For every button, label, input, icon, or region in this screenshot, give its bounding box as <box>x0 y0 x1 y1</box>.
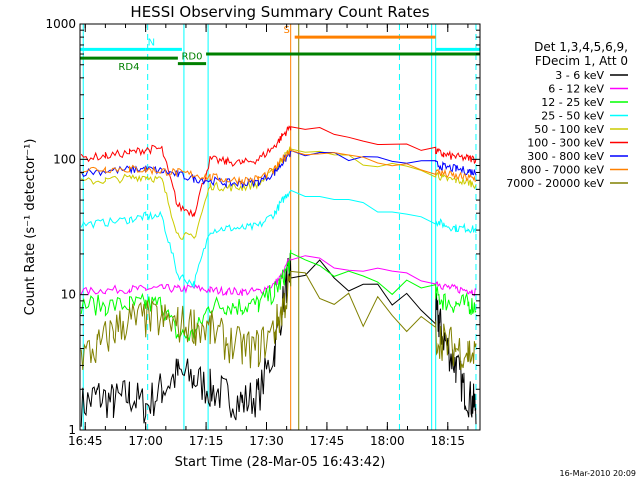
state-bar-label-s: S <box>284 25 290 36</box>
legend-header-line-2: FDecim 1, Att 0 <box>535 54 628 68</box>
series-line-4 <box>80 146 477 240</box>
series-line-1 <box>80 255 477 297</box>
x-tick-label-2: 17:15 <box>189 434 224 448</box>
legend-label-4: 50 - 100 keV <box>534 123 604 136</box>
legend-label-6: 300 - 800 keV <box>527 150 604 163</box>
legend-label-1: 6 - 12 keV <box>548 83 604 96</box>
series-line-5 <box>80 125 477 218</box>
state-bar-label-rd4: RD4 <box>118 62 139 73</box>
legend-header-line-1: Det 1,3,4,5,6,9, <box>534 40 628 54</box>
x-tick-label-5: 18:00 <box>370 434 405 448</box>
x-tick-label-3: 17:30 <box>249 434 284 448</box>
series-line-6 <box>80 149 477 189</box>
legend-label-8: 7000 - 20000 keV <box>506 177 604 190</box>
vertical-markers <box>82 24 477 430</box>
state-bar-label-rd0: RD0 <box>181 52 202 63</box>
chart-title: HESSI Observing Summary Count Rates <box>130 3 429 21</box>
y-tick-label-3: 1000 <box>45 17 76 31</box>
legend-label-2: 12 - 25 keV <box>541 96 604 109</box>
y-tick-label-1: 10 <box>61 288 76 302</box>
footer-date: 16-Mar-2010 20:09 <box>560 469 637 478</box>
series-line-2 <box>80 249 477 341</box>
series-line-8 <box>80 270 477 371</box>
y-tick-label-0: 1 <box>68 423 76 437</box>
series-line-7 <box>80 147 477 186</box>
legend-label-7: 800 - 7000 keV <box>520 164 604 177</box>
state-bars: N S RD4 RD0 <box>80 25 480 73</box>
legend-label-5: 100 - 300 keV <box>527 137 604 150</box>
legend-label-3: 25 - 50 keV <box>541 110 604 123</box>
y-axis-label: Count Rate (s⁻¹ detector⁻¹) <box>23 139 38 316</box>
y-tick-label-2: 100 <box>53 152 76 166</box>
plot-frame <box>79 23 481 431</box>
x-axis-label: Start Time (28-Mar-05 16:43:42) <box>175 455 386 470</box>
x-tick-label-0: 16:45 <box>68 434 103 448</box>
legend-label-0: 3 - 6 keV <box>555 69 604 82</box>
x-tick-label-4: 17:45 <box>310 434 345 448</box>
series-group <box>80 125 477 427</box>
series-line-3 <box>80 189 477 288</box>
x-tick-label-1: 17:00 <box>128 434 163 448</box>
state-bar-label-n: N <box>148 37 155 48</box>
x-tick-label-6: 18:15 <box>430 434 465 448</box>
series-line-0 <box>80 252 477 427</box>
axes-group: 16:45 17:00 17:15 17:30 17:45 18:00 18:15 1 10 10… <box>45 17 480 448</box>
